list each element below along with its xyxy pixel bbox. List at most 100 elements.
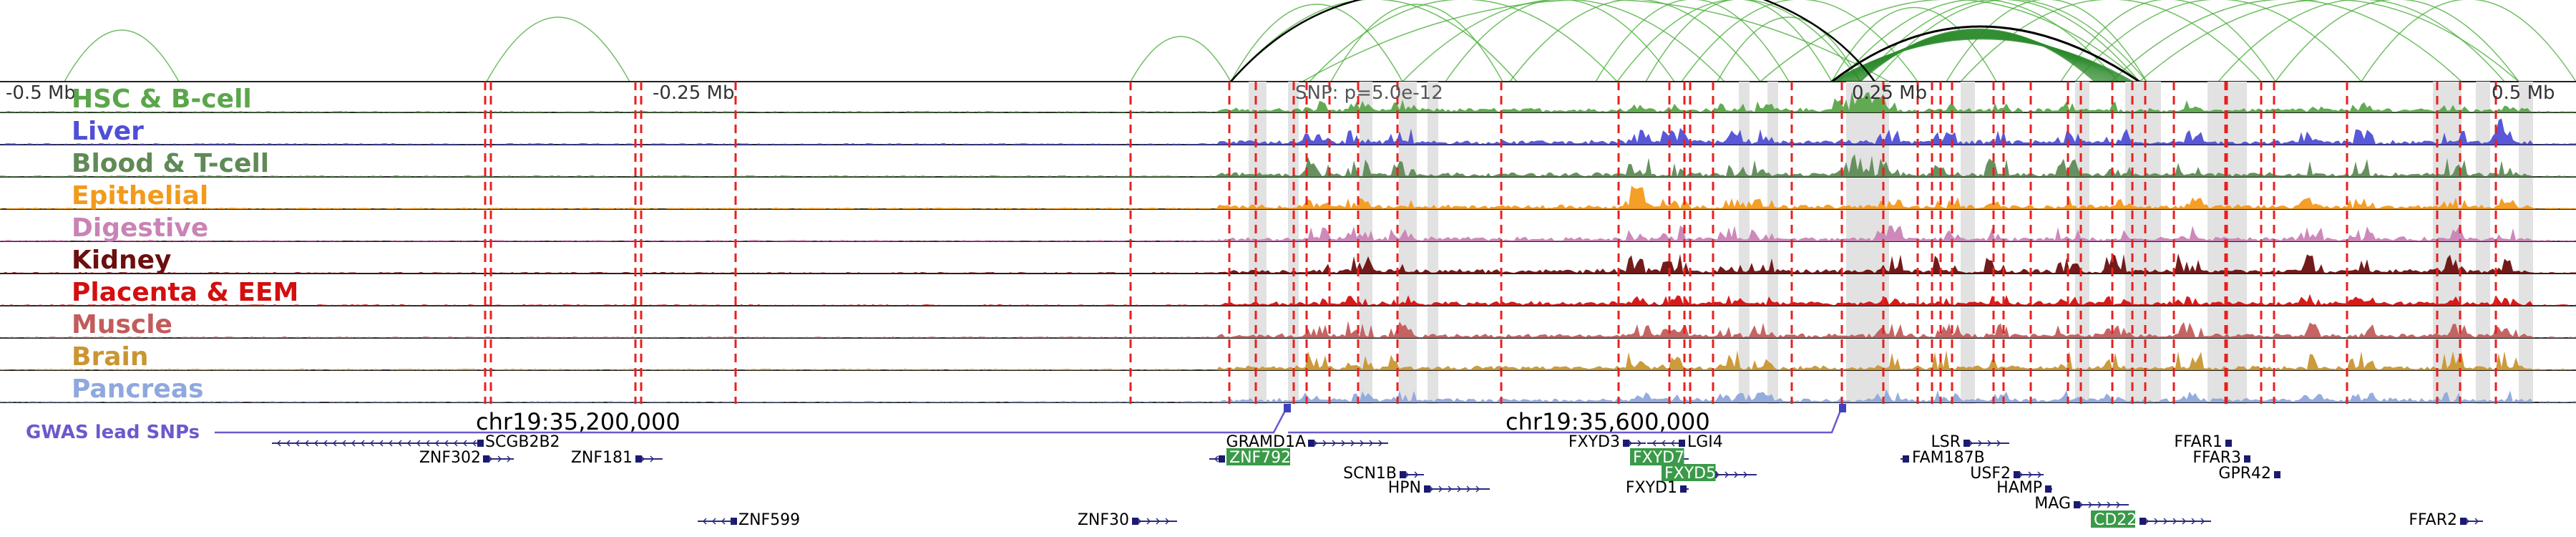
shade-band-0 bbox=[1249, 82, 1267, 404]
gene-label: MAG bbox=[2034, 495, 2071, 513]
gene-usf2: USF2 bbox=[1970, 465, 2044, 483]
region-shading bbox=[1249, 82, 2533, 404]
strand-arrow bbox=[488, 455, 493, 463]
shade-band-3 bbox=[1399, 82, 1417, 404]
gene-exon bbox=[2014, 471, 2020, 478]
shade-band-6 bbox=[1767, 82, 1778, 404]
gene-exon bbox=[1219, 455, 1225, 463]
gene-gramd1a: GRAMD1A bbox=[1226, 433, 1388, 451]
gene-znf792: ZNF792 bbox=[1209, 448, 1291, 467]
strand-arrow bbox=[1628, 440, 1633, 447]
gene-znf302: ZNF302 bbox=[419, 449, 514, 467]
shade-band-5 bbox=[1739, 82, 1750, 404]
gene-label: FXYD7 bbox=[1633, 449, 1684, 467]
gene-label: CD22 bbox=[2094, 511, 2137, 529]
strand-arrow bbox=[2107, 501, 2112, 508]
gene-fam187b: FAM187B bbox=[1901, 449, 1985, 467]
gene-hamp: HAMP bbox=[1996, 479, 2052, 497]
track-signal-9 bbox=[0, 389, 2576, 402]
strand-arrow bbox=[2088, 501, 2093, 508]
strand-arrow bbox=[1968, 440, 1974, 447]
strand-arrow bbox=[444, 440, 449, 447]
gene-label: FFAR1 bbox=[2174, 433, 2223, 451]
gene-highlight bbox=[1662, 464, 1716, 481]
strand-arrow bbox=[2191, 518, 2196, 525]
gene-znf30: ZNF30 bbox=[1078, 511, 1177, 529]
strand-arrow bbox=[1734, 471, 1739, 478]
strand-arrow bbox=[2097, 501, 2102, 508]
strand-arrow bbox=[323, 440, 328, 447]
strand-arrow bbox=[2172, 518, 2177, 525]
gene-label: ZNF30 bbox=[1078, 511, 1129, 529]
strand-arrow bbox=[406, 440, 411, 447]
gene-exon bbox=[477, 440, 484, 447]
strand-arrow bbox=[2182, 518, 2187, 525]
gene-fxyd3: FXYD3 bbox=[1568, 433, 1646, 451]
strand-arrow bbox=[1652, 440, 1657, 447]
shade-band-8 bbox=[1961, 82, 1975, 404]
strand-arrow bbox=[1214, 455, 1219, 463]
mb-label-3: 0.5 Mb bbox=[2492, 82, 2555, 104]
mb-label-2: 0.25 Mb bbox=[1852, 82, 1927, 104]
strand-arrow bbox=[360, 440, 365, 447]
shade-band-14 bbox=[2519, 82, 2533, 404]
shade-band-13 bbox=[2476, 82, 2490, 404]
strand-arrow bbox=[640, 455, 645, 463]
strand-arrow bbox=[1341, 440, 1346, 447]
strand-arrow bbox=[2465, 518, 2470, 525]
strand-arrow bbox=[1715, 471, 1720, 478]
track-label-3: Epithelial bbox=[72, 181, 208, 211]
interaction-arcs bbox=[0, 0, 2576, 83]
gene-exon bbox=[1132, 518, 1138, 525]
track-label-4: Digestive bbox=[72, 213, 208, 243]
arc-black-2 bbox=[1762, 0, 1876, 82]
strand-arrow bbox=[1332, 440, 1337, 447]
arc-26 bbox=[2361, 0, 2576, 82]
arc-14 bbox=[1831, 6, 1997, 82]
gene-exon bbox=[1424, 485, 1430, 493]
coord-label-1: chr19:35,600,000 bbox=[1506, 408, 1710, 435]
strand-arrow bbox=[472, 440, 477, 447]
strand-arrow bbox=[1146, 518, 1151, 525]
gene-exon bbox=[1903, 455, 1909, 463]
strand-arrow bbox=[313, 440, 318, 447]
strand-arrow bbox=[462, 440, 467, 447]
strand-arrow bbox=[650, 455, 655, 463]
arc-18 bbox=[1946, 0, 2147, 82]
gene-exon bbox=[2074, 501, 2080, 508]
arc-9 bbox=[1616, 0, 1861, 82]
arc-black-3 bbox=[1831, 25, 2140, 83]
gwas-label: GWAS lead SNPs bbox=[26, 422, 200, 443]
arc-10 bbox=[1645, 0, 1833, 82]
arc-24 bbox=[2218, 0, 2505, 82]
strand-arrow bbox=[1637, 440, 1642, 447]
arc-22 bbox=[2110, 0, 2462, 82]
strand-arrow bbox=[379, 440, 384, 447]
arc-0 bbox=[64, 29, 180, 82]
shade-band-9 bbox=[2075, 82, 2089, 404]
gene-fxyd5: FXYD5 bbox=[1662, 464, 1757, 483]
track-label-0: HSC & B-cell bbox=[72, 84, 252, 114]
strand-arrow bbox=[276, 440, 281, 447]
gene-exon bbox=[1679, 440, 1685, 447]
strand-arrow bbox=[2163, 518, 2168, 525]
gene-label: ZNF302 bbox=[419, 449, 481, 467]
strand-arrow bbox=[1466, 485, 1471, 493]
gene-scgb2b2: SCGB2B2 bbox=[272, 433, 560, 451]
arc-1 bbox=[486, 16, 630, 82]
strand-arrow bbox=[1156, 518, 1161, 525]
strand-arrow bbox=[1414, 471, 1419, 478]
gene-label: ZNF181 bbox=[571, 449, 633, 467]
strand-arrow bbox=[2200, 518, 2205, 525]
arc-17 bbox=[1874, 0, 2147, 82]
gene-lgi4: LGI4 bbox=[1647, 433, 1723, 451]
strand-arrow bbox=[2145, 518, 2150, 525]
strand-arrow bbox=[332, 440, 337, 447]
gene-highlight bbox=[1226, 448, 1290, 465]
gene-lsr: LSR bbox=[1931, 433, 2009, 451]
strand-arrow bbox=[1661, 440, 1666, 447]
strand-arrow bbox=[1313, 440, 1318, 447]
arc-bundle-13 bbox=[1859, 28, 2096, 82]
strand-arrow bbox=[1475, 485, 1480, 493]
